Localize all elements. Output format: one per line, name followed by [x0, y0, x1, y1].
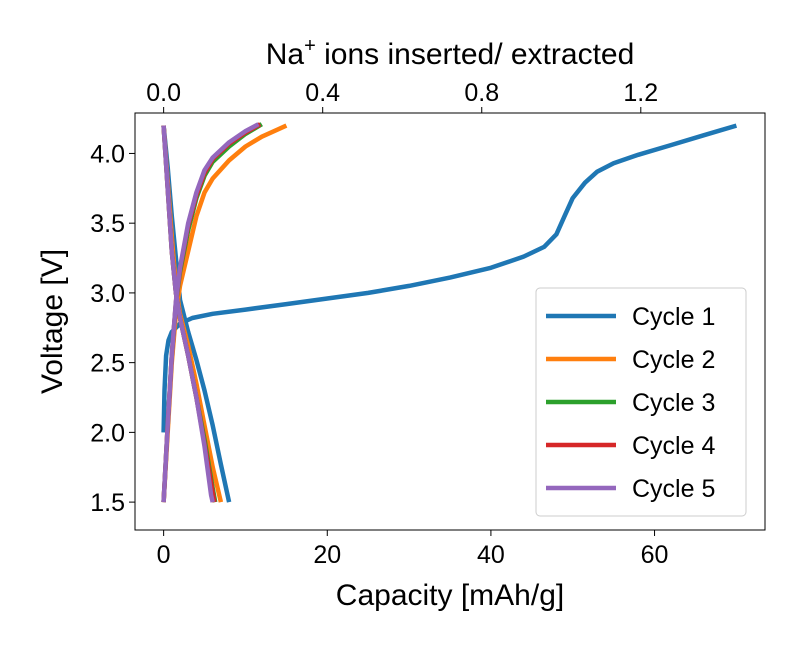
- x-axis-title: Capacity [mAh/g]: [336, 579, 564, 612]
- legend-label-cycle-4: Cycle 4: [632, 432, 715, 460]
- series-layer: [161, 122, 738, 503]
- x-tick-label: 60: [641, 541, 669, 569]
- legend-label-cycle-1: Cycle 1: [632, 303, 715, 331]
- top-x-axis-title-superscript: +: [304, 35, 316, 57]
- y-tick-label: 2.0: [90, 419, 125, 447]
- top-x-axis: 0.0 0.4 0.8 1.2: [146, 79, 658, 113]
- legend-box: [535, 287, 747, 517]
- legend-label-cycle-3: Cycle 3: [632, 389, 715, 417]
- y-axis-title: Voltage [V]: [36, 249, 69, 394]
- y-tick-label: 1.5: [90, 489, 125, 517]
- top-x-tick-label: 0.4: [305, 79, 340, 107]
- y-tick-label: 2.5: [90, 350, 125, 378]
- y-tick-label: 3.0: [90, 280, 125, 308]
- series-line-cycle-5-segment-2: [161, 125, 215, 503]
- x-tick-label: 20: [313, 541, 341, 569]
- plot-frame: [134, 112, 766, 531]
- top-x-axis-title-rest: ions inserted/ extracted: [316, 38, 635, 71]
- x-tick-label: 0: [157, 541, 171, 569]
- bottom-x-axis: 0 20 40 60: [157, 530, 669, 569]
- legend: Cycle 1 Cycle 2 Cycle 3 Cycle 4 Cycle 5: [535, 287, 747, 517]
- legend-label-cycle-2: Cycle 2: [632, 346, 715, 374]
- top-x-tick-label: 1.2: [623, 79, 658, 107]
- y-axis: 1.5 2.0 2.5 3.0 3.5 4.0: [90, 140, 135, 517]
- y-tick-label: 4.0: [90, 140, 125, 168]
- top-x-axis-title-main: Na: [266, 38, 305, 71]
- top-x-axis-title: Na+ ions inserted/ extracted: [266, 35, 635, 71]
- y-tick-label: 3.5: [90, 210, 125, 238]
- top-x-tick-label: 0.8: [464, 79, 499, 107]
- legend-label-cycle-5: Cycle 5: [632, 475, 715, 503]
- top-x-tick-label: 0.0: [146, 79, 181, 107]
- series-line-cycle-5-segment-1: [161, 122, 260, 503]
- x-tick-label: 40: [477, 541, 505, 569]
